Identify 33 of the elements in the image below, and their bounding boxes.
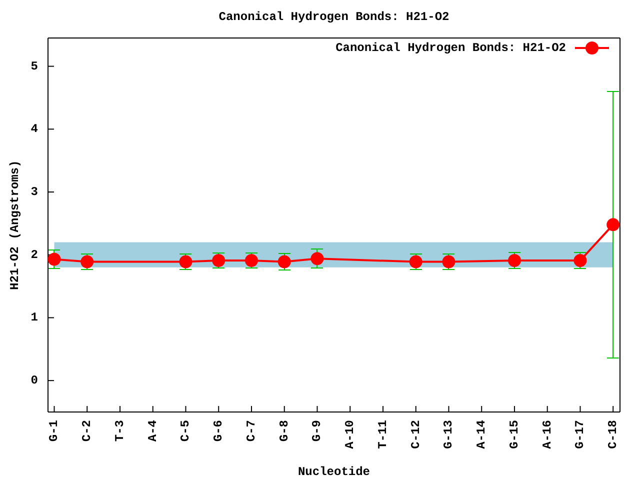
x-tick-label: C-5 [178, 420, 193, 442]
point [606, 218, 620, 232]
x-tick-label: A-14 [474, 420, 489, 449]
x-tick-label: G-1 [47, 420, 62, 442]
y-tick-label: 0 [30, 374, 38, 388]
y-axis-title: H21-O2 (Angstroms) [8, 160, 22, 290]
y-tick-label: 5 [30, 59, 38, 74]
y-tick-label: 1 [30, 310, 38, 325]
x-tick-label: C-2 [80, 420, 94, 442]
x-tick-label: A-10 [343, 420, 358, 449]
x-tick-label: G-8 [277, 420, 292, 442]
x-tick-label: G-15 [507, 420, 522, 449]
x-axis-title: Nucleotide [296, 465, 371, 479]
x-tick-label: C-7 [244, 420, 258, 442]
x-tick-label: C-18 [606, 420, 620, 449]
chart-title: Canonical Hydrogen Bonds: H21-O2 [218, 10, 450, 24]
point [574, 254, 587, 268]
legend-label: Canonical Hydrogen Bonds: H21-O2 [336, 40, 566, 56]
x-tick-label: G-6 [212, 420, 226, 442]
x-tick-label: G-13 [442, 420, 456, 449]
y-tick-label: 3 [30, 185, 38, 199]
x-tick-label: T-3 [112, 420, 127, 442]
x-tick-label: T-11 [376, 420, 390, 449]
x-tick-label: G-17 [573, 420, 588, 449]
y-tick-label: 4 [30, 122, 38, 136]
x-tick-label: A-4 [146, 420, 160, 442]
y-tick-label: 2 [30, 248, 38, 262]
point [508, 254, 521, 268]
x-tick-label: G-9 [310, 420, 324, 442]
x-tick-label: C-12 [408, 420, 423, 449]
point [48, 252, 61, 266]
x-tick-label: A-16 [540, 420, 554, 449]
point [310, 252, 324, 266]
